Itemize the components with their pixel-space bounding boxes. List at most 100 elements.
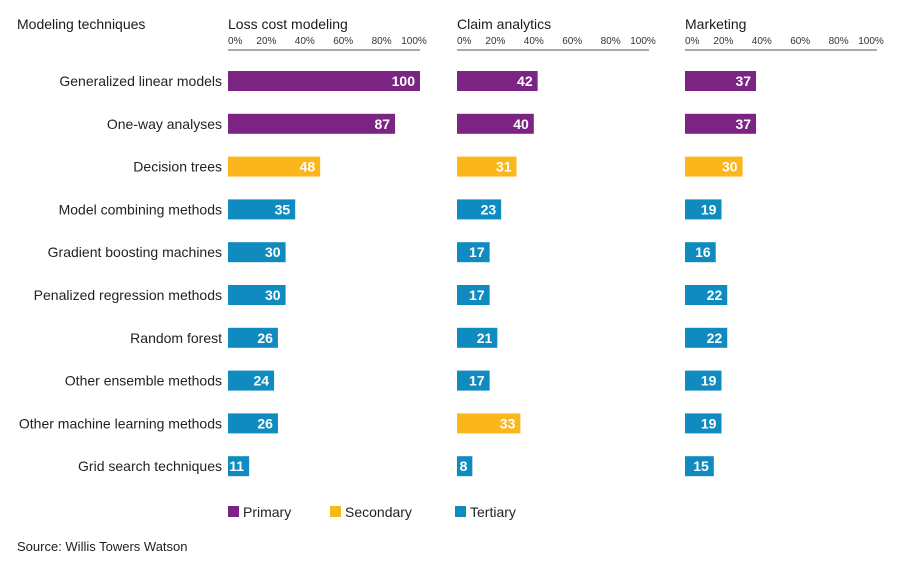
bar-value-label: 17 bbox=[469, 373, 485, 389]
bar bbox=[685, 242, 716, 263]
bar-value-label: 15 bbox=[693, 458, 709, 474]
bar bbox=[228, 242, 286, 263]
panel-title: Claim analytics bbox=[457, 16, 551, 32]
bar-value-label: 26 bbox=[257, 330, 273, 346]
x-tick-label: 40% bbox=[524, 36, 544, 47]
x-tick-label: 80% bbox=[372, 36, 392, 47]
bar-value-label: 37 bbox=[735, 73, 751, 89]
x-tick-label: 20% bbox=[256, 36, 276, 47]
x-tick-label: 40% bbox=[295, 36, 315, 47]
x-tick-label: 60% bbox=[333, 36, 353, 47]
bar-value-label: 24 bbox=[254, 373, 270, 389]
bar-value-label: 11 bbox=[229, 458, 244, 474]
x-tick-label: 0% bbox=[457, 36, 472, 47]
bar-value-label: 30 bbox=[265, 287, 281, 303]
bar bbox=[457, 199, 502, 220]
bar bbox=[457, 285, 490, 305]
bar-value-label: 8 bbox=[460, 458, 468, 474]
bar bbox=[228, 456, 250, 477]
bar-value-label: 37 bbox=[735, 116, 751, 132]
bar-value-label: 48 bbox=[300, 159, 316, 175]
bar-value-label: 100 bbox=[392, 73, 416, 89]
panel-title: Marketing bbox=[685, 16, 746, 32]
bar bbox=[685, 285, 728, 305]
bar-value-label: 30 bbox=[265, 244, 281, 260]
category-label: Other machine learning methods bbox=[19, 415, 222, 431]
bar bbox=[685, 156, 743, 177]
x-tick-label: 40% bbox=[752, 36, 772, 47]
x-tick-label: 0% bbox=[228, 36, 243, 47]
x-tick-label: 100% bbox=[858, 36, 884, 47]
bar bbox=[457, 156, 517, 177]
bar bbox=[685, 327, 728, 348]
bar-value-label: 40 bbox=[513, 116, 529, 132]
legend-swatch bbox=[455, 506, 466, 517]
category-label: Grid search techniques bbox=[78, 458, 222, 474]
bar-value-label: 42 bbox=[517, 73, 533, 89]
bar-value-label: 87 bbox=[374, 116, 390, 132]
bar-value-label: 35 bbox=[275, 201, 291, 217]
bar-value-label: 22 bbox=[707, 330, 723, 346]
bar bbox=[457, 71, 538, 91]
category-label: Decision trees bbox=[133, 159, 222, 175]
bar bbox=[228, 370, 275, 391]
bar bbox=[685, 113, 757, 134]
bar bbox=[228, 156, 321, 177]
bar bbox=[228, 413, 278, 434]
x-tick-label: 80% bbox=[601, 36, 621, 47]
panel-title: Loss cost modeling bbox=[228, 16, 348, 32]
bar bbox=[228, 327, 278, 348]
bar-value-label: 23 bbox=[481, 201, 497, 217]
legend-label: Tertiary bbox=[470, 504, 516, 520]
x-tick-label: 60% bbox=[562, 36, 582, 47]
bar-value-label: 17 bbox=[469, 244, 485, 260]
category-label: Penalized regression methods bbox=[34, 287, 222, 303]
category-label: Other ensemble methods bbox=[65, 373, 222, 389]
x-tick-label: 0% bbox=[685, 36, 700, 47]
bar-value-label: 30 bbox=[722, 159, 738, 175]
bar-value-label: 31 bbox=[496, 159, 512, 175]
bar bbox=[457, 113, 534, 134]
legend-label: Primary bbox=[243, 504, 291, 520]
bar bbox=[457, 370, 490, 391]
category-label: Generalized linear models bbox=[59, 73, 222, 89]
category-label: Model combining methods bbox=[59, 201, 222, 217]
bar bbox=[457, 456, 473, 477]
legend-swatch bbox=[330, 506, 341, 517]
bar-value-label: 16 bbox=[695, 244, 711, 260]
category-label: Gradient boosting machines bbox=[48, 244, 222, 260]
bar-value-label: 19 bbox=[701, 415, 717, 431]
legend-swatch bbox=[228, 506, 239, 517]
x-tick-label: 100% bbox=[630, 36, 656, 47]
category-label: One-way analyses bbox=[107, 116, 222, 132]
category-label: Random forest bbox=[130, 330, 222, 346]
legend-label: Secondary bbox=[345, 504, 412, 520]
bar bbox=[228, 113, 396, 134]
bar-value-label: 19 bbox=[701, 201, 717, 217]
bar bbox=[685, 71, 757, 91]
bar bbox=[685, 413, 722, 434]
x-tick-label: 60% bbox=[790, 36, 810, 47]
bar bbox=[457, 327, 498, 348]
row-header: Modeling techniques bbox=[17, 16, 145, 32]
bar-value-label: 19 bbox=[701, 373, 717, 389]
bar bbox=[228, 71, 420, 91]
bar-value-label: 26 bbox=[257, 415, 273, 431]
bar-value-label: 33 bbox=[500, 415, 516, 431]
bar bbox=[457, 242, 490, 263]
bar bbox=[228, 199, 296, 220]
bar bbox=[685, 199, 722, 220]
x-tick-label: 20% bbox=[713, 36, 733, 47]
source-note: Source: Willis Towers Watson bbox=[17, 539, 188, 554]
x-tick-label: 20% bbox=[485, 36, 505, 47]
bar-value-label: 21 bbox=[477, 330, 493, 346]
bar bbox=[685, 456, 714, 477]
bar bbox=[457, 413, 521, 434]
bar bbox=[228, 285, 286, 305]
x-tick-label: 100% bbox=[401, 36, 427, 47]
bar-value-label: 17 bbox=[469, 287, 485, 303]
bar bbox=[685, 370, 722, 391]
bar-value-label: 22 bbox=[707, 287, 723, 303]
x-tick-label: 80% bbox=[829, 36, 849, 47]
